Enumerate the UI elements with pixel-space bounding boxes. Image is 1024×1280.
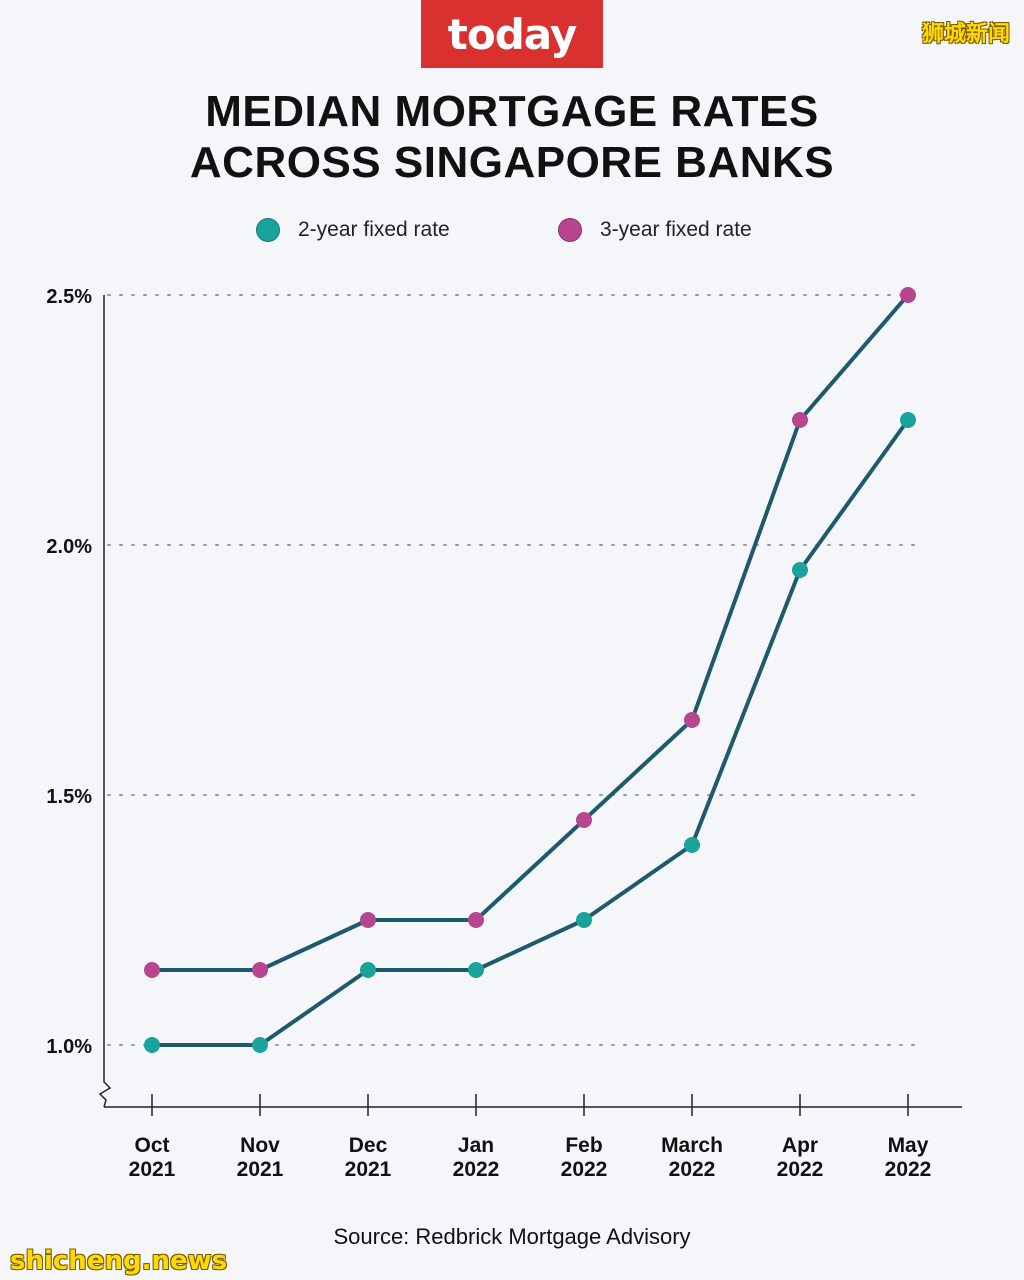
data-point-3yr bbox=[468, 912, 484, 928]
x-tick-label-month: Nov bbox=[240, 1134, 280, 1157]
data-point-2yr bbox=[252, 1037, 268, 1053]
x-tick-label-month: Dec bbox=[349, 1134, 388, 1157]
x-tick-label-month: March bbox=[661, 1134, 723, 1157]
y-tick-label: 1.0% bbox=[46, 1036, 92, 1058]
data-point-3yr bbox=[900, 287, 916, 303]
legend-label-2yr: 2-year fixed rate bbox=[298, 218, 450, 241]
y-tick-label: 2.5% bbox=[46, 286, 92, 308]
y-tick-label: 1.5% bbox=[46, 786, 92, 808]
y-axis bbox=[98, 295, 112, 1108]
y-tick-label: 2.0% bbox=[46, 536, 92, 558]
x-tick-label-month: Oct bbox=[134, 1134, 169, 1157]
data-point-3yr bbox=[144, 962, 160, 978]
series-line-2yr bbox=[150, 418, 910, 1047]
watermark-top: 狮城新闻 bbox=[921, 22, 1010, 47]
legend-marker-2yr bbox=[256, 218, 280, 242]
today-logo: today bbox=[421, 0, 603, 68]
data-point-3yr bbox=[792, 412, 808, 428]
x-tick-label-year: 2021 bbox=[129, 1158, 176, 1181]
x-tick-label-month: Jan bbox=[458, 1134, 494, 1157]
data-point-3yr bbox=[576, 812, 592, 828]
data-point-2yr bbox=[684, 837, 700, 853]
x-tick-label-month: Apr bbox=[782, 1134, 818, 1157]
x-tick-label-year: 2022 bbox=[885, 1158, 932, 1181]
data-point-2yr bbox=[360, 962, 376, 978]
x-tick-label-year: 2022 bbox=[777, 1158, 824, 1181]
data-point-2yr bbox=[900, 412, 916, 428]
x-tick-label-year: 2022 bbox=[453, 1158, 500, 1181]
data-point-2yr bbox=[792, 562, 808, 578]
data-point-3yr bbox=[360, 912, 376, 928]
x-tick-label-year: 2022 bbox=[669, 1158, 716, 1181]
title-line-2: ACROSS SINGAPORE BANKS bbox=[189, 138, 835, 187]
data-point-3yr bbox=[252, 962, 268, 978]
data-point-2yr bbox=[576, 912, 592, 928]
legend-item-2yr: 2-year fixed rate bbox=[256, 214, 450, 246]
x-tick-label-month: Feb bbox=[565, 1134, 602, 1157]
data-point-2yr bbox=[144, 1037, 160, 1053]
series-line-3yr bbox=[150, 293, 910, 972]
source-note: Source: Redbrick Mortgage Advisory bbox=[333, 1224, 691, 1249]
data-point-3yr bbox=[684, 712, 700, 728]
x-tick-label-month: May bbox=[888, 1134, 929, 1157]
x-tick-label-year: 2021 bbox=[237, 1158, 284, 1181]
chart-title: MEDIAN MORTGAGE RATES ACROSS SINGAPORE B… bbox=[0, 86, 1024, 188]
legend-item-3yr: 3-year fixed rate bbox=[558, 214, 752, 246]
title-line-1: MEDIAN MORTGAGE RATES bbox=[205, 87, 819, 136]
x-tick-label-year: 2022 bbox=[561, 1158, 608, 1181]
data-point-2yr bbox=[468, 962, 484, 978]
legend-label-3yr: 3-year fixed rate bbox=[600, 218, 752, 241]
watermark-bottom: shicheng.news bbox=[10, 1246, 228, 1276]
x-tick-label-year: 2021 bbox=[345, 1158, 392, 1181]
legend-marker-3yr bbox=[558, 218, 582, 242]
